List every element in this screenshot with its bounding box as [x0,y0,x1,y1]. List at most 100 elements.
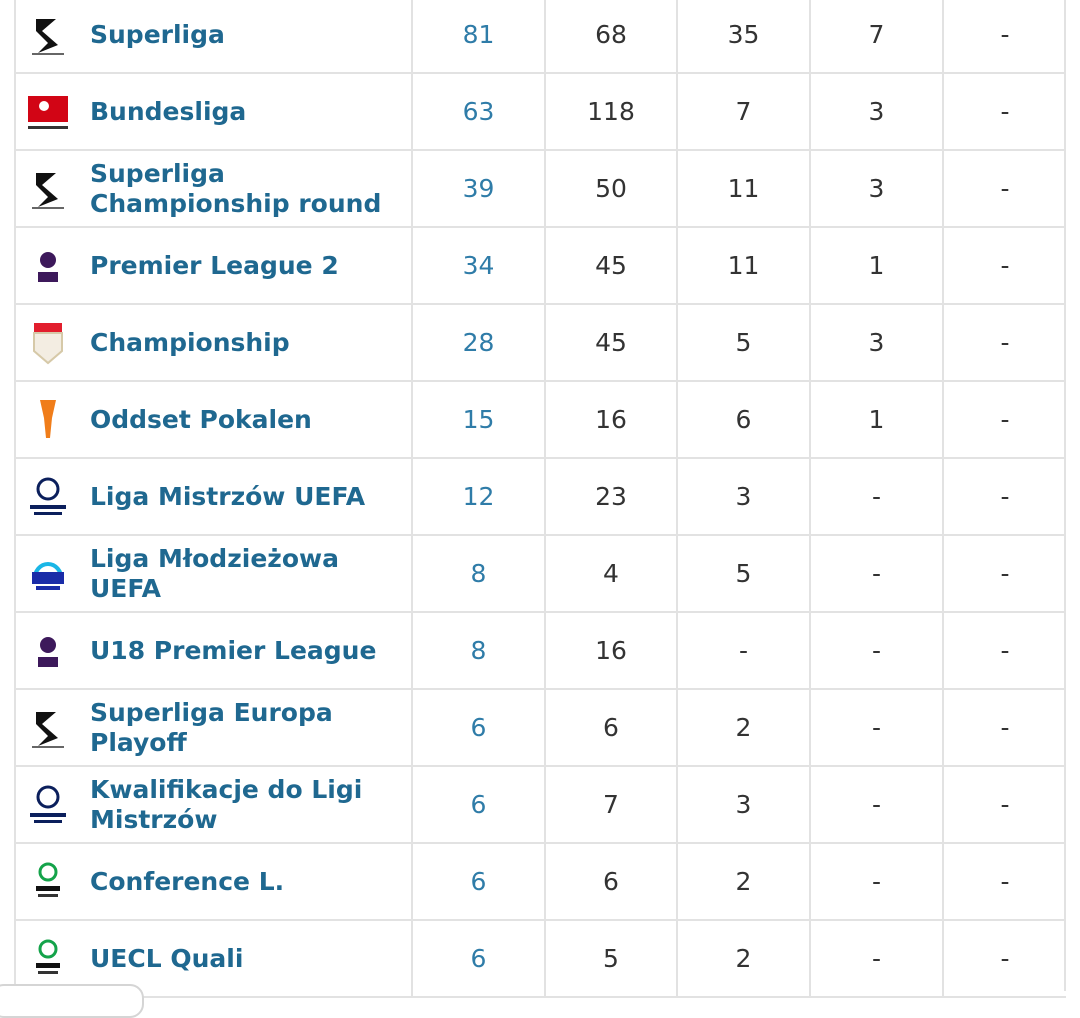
table-row[interactable]: Oddset Pokalen 15 16 6 1- [14,382,1066,459]
stat-cell: 63 [411,74,544,149]
league-logo [38,252,58,282]
table-row[interactable]: Bundesliga 63 118 7 3- [14,74,1066,151]
table-border [14,0,16,991]
stat-cell: - [942,151,1066,226]
stat-cell: 6 [411,690,544,765]
table-row[interactable]: Championship 28 45 5 3- [14,305,1066,382]
stat-cell: 3 [676,459,809,534]
stat-cell: 5 [544,921,676,996]
stat-cell: 12 [411,459,544,534]
table-row[interactable]: Superliga Europa Playoff 6 6 2- - [14,690,1066,767]
table-row[interactable]: Liga Mistrzów UEFA 12 23 3- - [14,459,1066,536]
league-name[interactable]: Superliga [90,19,225,49]
stat-cell: 118 [544,74,676,149]
stat-cell: 6 [676,382,809,457]
league-logo [36,939,60,974]
table-row[interactable]: Superliga Championship round 39 50 11 3- [14,151,1066,228]
stats-table: Superliga 81 68 35 7- Bundesliga 63 118 7 3- Super… [14,0,1066,998]
stat-cell: 45 [544,305,676,380]
league-logo [32,173,64,209]
league-name[interactable]: Superliga Europa Playoff [90,697,333,757]
stat-cell: - [942,921,1066,996]
stat-cell: 5 [676,305,809,380]
league-name[interactable]: Bundesliga [90,96,247,126]
stat-cell: 81 [411,0,544,72]
stat-cell: 2 [676,844,809,919]
table-row[interactable]: Liga Młodzieżowa UEFA 8 4 5- - [14,536,1066,613]
stat-cell: - [942,0,1066,72]
stat-cell: 5 [676,536,809,611]
bottom-tab[interactable] [0,984,144,1018]
table-row[interactable]: Superliga 81 68 35 7- [14,0,1066,74]
stat-cell: 7 [544,767,676,842]
table-row[interactable]: Conference L. 6 6 2- - [14,844,1066,921]
league-name[interactable]: Liga Młodzieżowa UEFA [90,543,339,603]
stat-cell: 35 [676,0,809,72]
stat-cell: 3 [809,151,942,226]
league-logo [32,562,64,590]
league-name[interactable]: Oddset Pokalen [90,404,312,434]
stat-cell: - [942,228,1066,303]
stat-cell: 34 [411,228,544,303]
stat-cell: 6 [411,767,544,842]
stat-cell: - [809,767,942,842]
league-logo [32,712,64,748]
table-row[interactable]: UECL Quali 6 5 2- - [14,921,1066,998]
stat-cell: - [942,382,1066,457]
table-row[interactable]: Premier League 2 34 45 11 1- [14,228,1066,305]
stat-cell: - [942,305,1066,380]
stat-cell: 16 [544,613,676,688]
league-logo [36,862,60,897]
stat-cell: - [942,459,1066,534]
stat-cell: - [942,536,1066,611]
league-name[interactable]: Conference L. [90,866,285,896]
stat-cell: 6 [411,844,544,919]
stat-cell: 6 [544,690,676,765]
stat-cell: - [809,459,942,534]
stat-cell: 8 [411,613,544,688]
league-logo [32,19,64,55]
stat-cell: - [809,921,942,996]
stat-cell: 28 [411,305,544,380]
table-row[interactable]: U18 Premier League 8 16- - - [14,613,1066,690]
stat-cell: 3 [809,305,942,380]
stat-cell: - [942,690,1066,765]
stat-cell: 7 [809,0,942,72]
stat-cell: 3 [676,767,809,842]
stat-cell: 11 [676,228,809,303]
stat-cell: - [809,613,942,688]
stat-cell: 7 [676,74,809,149]
stat-cell: - [942,613,1066,688]
table-row[interactable]: Kwalifikacje do Ligi Mistrzów 6 7 3- - [14,767,1066,844]
stat-cell: 8 [411,536,544,611]
stat-cell: 23 [544,459,676,534]
stat-cell: 16 [544,382,676,457]
league-name[interactable]: Superliga Championship round [90,158,382,218]
stat-cell: 2 [676,921,809,996]
stat-cell: 11 [676,151,809,226]
stat-cell: 45 [544,228,676,303]
league-name[interactable]: UECL Quali [90,943,244,973]
stat-cell: - [676,613,809,688]
stat-cell: 39 [411,151,544,226]
league-name[interactable]: Championship [90,327,290,357]
stat-cell: - [942,767,1066,842]
league-name[interactable]: U18 Premier League [90,635,377,665]
stat-cell: 3 [809,74,942,149]
stat-cell: - [809,844,942,919]
stat-cell: 50 [544,151,676,226]
table-border [1064,0,1066,991]
stat-cell: - [942,844,1066,919]
stat-cell: 1 [809,228,942,303]
league-name[interactable]: Kwalifikacje do Ligi Mistrzów [90,774,363,834]
league-name[interactable]: Liga Mistrzów UEFA [90,481,366,511]
stat-cell: - [809,690,942,765]
stat-cell: 68 [544,0,676,72]
stat-cell: 1 [809,382,942,457]
stat-cell: 6 [411,921,544,996]
league-name[interactable]: Premier League 2 [90,250,339,280]
stat-cell: 2 [676,690,809,765]
stat-cell: 15 [411,382,544,457]
stat-cell: - [809,536,942,611]
